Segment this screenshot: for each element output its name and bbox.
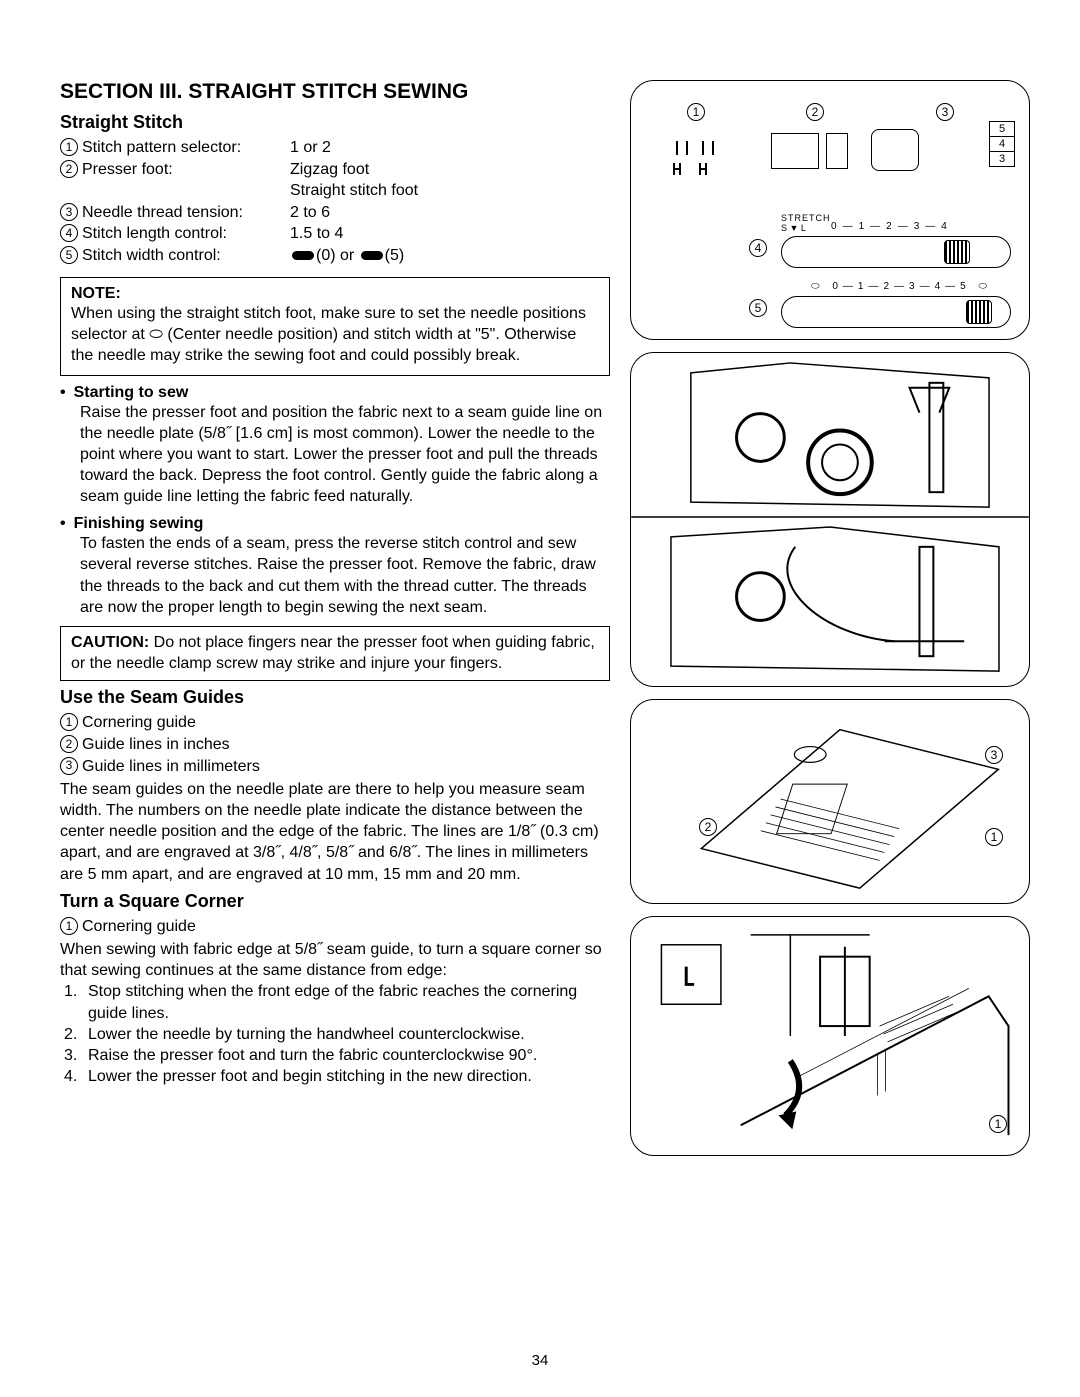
circled-1: 1 (60, 138, 78, 156)
square-corner-illustration (631, 917, 1029, 1155)
fig1-label-1: 1 (687, 103, 705, 121)
setting-label: Needle thread tension: (82, 202, 243, 224)
scale4-ticks: 0—1—2—3—4 (831, 221, 953, 232)
corner-item: 1Cornering guide (60, 916, 610, 938)
straight-foot-icon (826, 133, 848, 169)
setting-label: Stitch pattern selector: (82, 137, 241, 159)
starting-head: Starting to sew (60, 384, 610, 402)
setting-row: 2Presser foot: Zigzag foot (60, 159, 610, 181)
seam-item: 1Cornering guide (60, 712, 610, 734)
square-corner-intro: When sewing with fabric edge at 5/8˝ sea… (60, 939, 610, 981)
setting-value: 1.5 to 4 (290, 223, 610, 245)
fig1-label-5: 5 (749, 299, 767, 317)
presser-foot-illustration (631, 353, 1029, 686)
stretch-label: STRETCH (781, 213, 831, 223)
caution-label: CAUTION: (71, 634, 149, 651)
setting-label: Stitch length control: (82, 223, 227, 245)
setting-row: 3Needle thread tension: 2 to 6 (60, 202, 610, 224)
fig3-label-1: 1 (985, 828, 1003, 846)
seam-guides-body: The seam guides on the needle plate are … (60, 779, 610, 885)
fig3-label-2: 2 (699, 818, 717, 836)
square-corner-heading: Turn a Square Corner (60, 891, 610, 912)
vertical-scale: 5 4 3 (989, 121, 1015, 167)
setting-value: (0) or (5) (290, 245, 610, 267)
note-box: NOTE: When using the straight stitch foo… (60, 277, 610, 376)
caution-body: Do not place fingers near the presser fo… (71, 634, 595, 672)
setting-row: 5Stitch width control: (0) or (5) (60, 245, 610, 267)
setting-value: 1 or 2 (290, 137, 610, 159)
page-number: 34 (532, 1352, 549, 1369)
fig4-label-1: 1 (989, 1115, 1007, 1133)
seam-item: 3Guide lines in millimeters (60, 756, 610, 778)
width-control-oval (781, 296, 1011, 328)
note-title: NOTE: (71, 284, 599, 305)
setting-row: 1Stitch pattern selector: 1 or 2 (60, 137, 610, 159)
setting-value: 2 to 6 (290, 202, 610, 224)
seam-item: 2Guide lines in inches (60, 734, 610, 756)
section-title: SECTION III. STRAIGHT STITCH SEWING (60, 80, 610, 104)
stitch-pattern-icon (667, 133, 727, 193)
setting-value: Zigzag foot (290, 159, 610, 181)
seam-guides-heading: Use the Seam Guides (60, 687, 610, 708)
length-control-oval (781, 236, 1011, 268)
starting-body: Raise the presser foot and position the … (80, 402, 610, 508)
step-4: 4.Lower the presser foot and begin stitc… (64, 1066, 610, 1087)
step-1: 1.Stop stitching when the front edge of … (64, 981, 610, 1023)
circled-4: 4 (60, 224, 78, 242)
straight-stitch-heading: Straight Stitch (60, 112, 610, 133)
fig1-label-4: 4 (749, 239, 767, 257)
finishing-body: To fasten the ends of a seam, press the … (80, 533, 610, 617)
tension-dial-icon (871, 129, 919, 171)
fig1-label-2: 2 (806, 103, 824, 121)
setting-row: Straight stitch foot (60, 180, 610, 202)
oval-icon (292, 251, 314, 260)
fig1-label-3: 3 (936, 103, 954, 121)
circled-5: 5 (60, 246, 78, 264)
fig3-label-3: 3 (985, 746, 1003, 764)
setting-label: Presser foot: (82, 159, 173, 181)
figure-3-needle-plate: 3 2 1 (630, 699, 1030, 904)
needle-plate-illustration (631, 700, 1029, 903)
setting-value: Straight stitch foot (290, 180, 610, 202)
right-column: 1 2 3 4 5 5 4 3 (630, 80, 1030, 1156)
scale5-ticks: ⬭ 0—1—2—3—4—5 ⬭ (811, 281, 992, 292)
circled-3: 3 (60, 203, 78, 221)
note-body: When using the straight stitch foot, mak… (71, 304, 599, 366)
step-3: 3.Raise the presser foot and turn the fa… (64, 1045, 610, 1066)
left-column: SECTION III. STRAIGHT STITCH SEWING Stra… (60, 80, 610, 1156)
step-2: 2.Lower the needle by turning the handwh… (64, 1024, 610, 1045)
setting-label: Stitch width control: (82, 245, 221, 267)
zigzag-foot-icon (771, 133, 819, 169)
oval-icon (361, 251, 383, 260)
svl-label: S ▼ L (781, 223, 806, 233)
circled-2: 2 (60, 160, 78, 178)
figure-1-controls: 1 2 3 4 5 5 4 3 (630, 80, 1030, 340)
setting-row: 4Stitch length control: 1.5 to 4 (60, 223, 610, 245)
finishing-head: Finishing sewing (60, 515, 610, 533)
figure-4-square-corner: 1 (630, 916, 1030, 1156)
caution-box: CAUTION: Do not place fingers near the p… (60, 626, 610, 682)
figure-2-presser-foot (630, 352, 1030, 687)
